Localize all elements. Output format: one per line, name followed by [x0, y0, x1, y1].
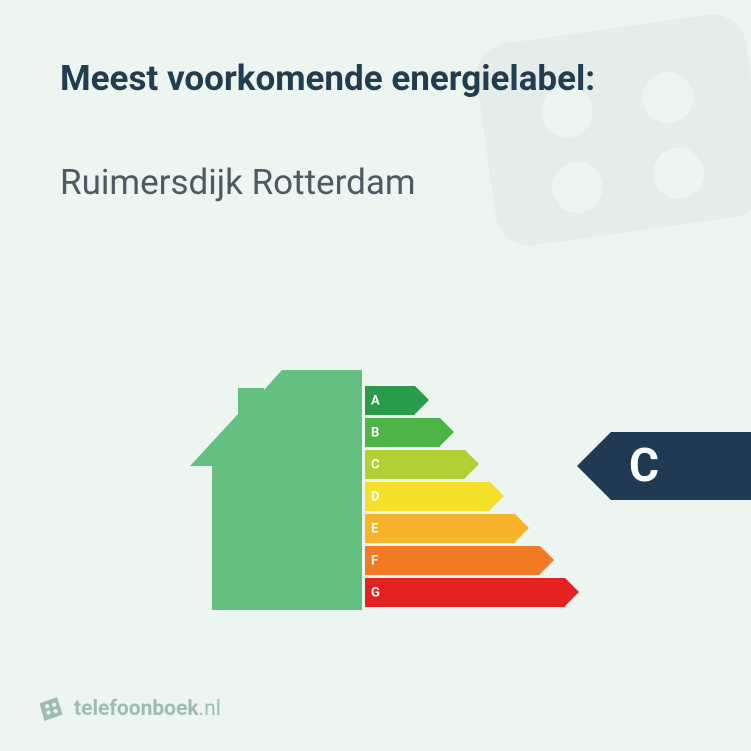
bar-body: C: [365, 450, 465, 479]
bar-tip: [440, 418, 454, 446]
bar-tip: [540, 546, 554, 574]
bar-body: E: [365, 514, 515, 543]
brand-text: telefoonboek.nl: [74, 697, 221, 721]
footer-brand: telefoonboek.nl: [36, 695, 221, 723]
result-arrow-tip: [577, 432, 611, 500]
energy-bar-b: B: [365, 418, 565, 447]
bar-label: G: [371, 585, 380, 600]
bar-body: G: [365, 578, 565, 607]
energy-bar-g: G: [365, 578, 565, 607]
bar-tip: [515, 514, 529, 542]
bar-tip: [565, 578, 579, 606]
bar-tip: [415, 386, 429, 414]
result-letter: C: [629, 439, 659, 493]
bar-label: A: [371, 393, 380, 408]
watermark-icon: [429, 0, 751, 322]
brand-logo-icon: [36, 695, 64, 723]
brand-name-tld: .nl: [199, 697, 221, 721]
energy-bar-a: A: [365, 386, 565, 415]
energy-bar-f: F: [365, 546, 565, 575]
bar-tip: [465, 450, 479, 478]
energy-bar-d: D: [365, 482, 565, 511]
bar-tip: [490, 482, 504, 510]
energy-bars: A B C D E F G: [365, 386, 565, 610]
page-title: Meest voorkomende energielabel:: [60, 58, 595, 99]
bar-label: F: [371, 553, 378, 568]
bar-label: C: [371, 457, 380, 472]
bar-body: D: [365, 482, 490, 511]
result-body: C: [611, 432, 751, 500]
bar-body: F: [365, 546, 540, 575]
location-subtitle: Ruimersdijk Rotterdam: [60, 162, 416, 203]
energy-bar-e: E: [365, 514, 565, 543]
bar-label: B: [371, 425, 379, 440]
bar-body: B: [365, 418, 440, 447]
bar-body: A: [365, 386, 415, 415]
energy-bar-c: C: [365, 450, 565, 479]
house-icon: [190, 370, 362, 610]
brand-name-bold: telefoonboek: [74, 697, 199, 721]
bar-label: E: [371, 521, 378, 536]
bar-label: D: [371, 489, 379, 504]
result-badge: C: [577, 432, 751, 500]
